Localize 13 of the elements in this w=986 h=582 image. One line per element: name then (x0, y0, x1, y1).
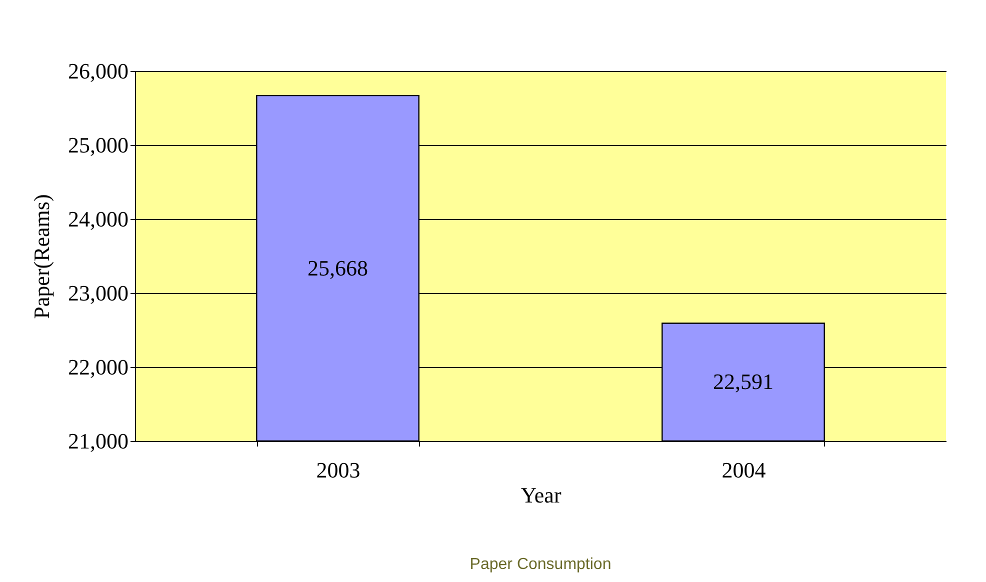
x-axis-title: Year (520, 482, 562, 508)
y-tick-label: 21,000 (68, 428, 128, 454)
x-tick-label: 2003 (316, 458, 360, 482)
x-tick-label: 2004 (722, 458, 766, 482)
y-tick-label: 22,000 (68, 354, 128, 380)
data-label: 25,668 (308, 255, 368, 280)
text: Paper Consumption (470, 556, 612, 573)
y-tick-label: 26,000 (68, 58, 128, 84)
y-tick-label: 23,000 (68, 280, 128, 306)
y-tick-label: 25,000 (68, 132, 128, 158)
y-axis-title: Paper(Reams) (29, 194, 54, 319)
data-label: 22,591 (713, 369, 774, 394)
y-tick-label: 24,000 (68, 206, 128, 232)
